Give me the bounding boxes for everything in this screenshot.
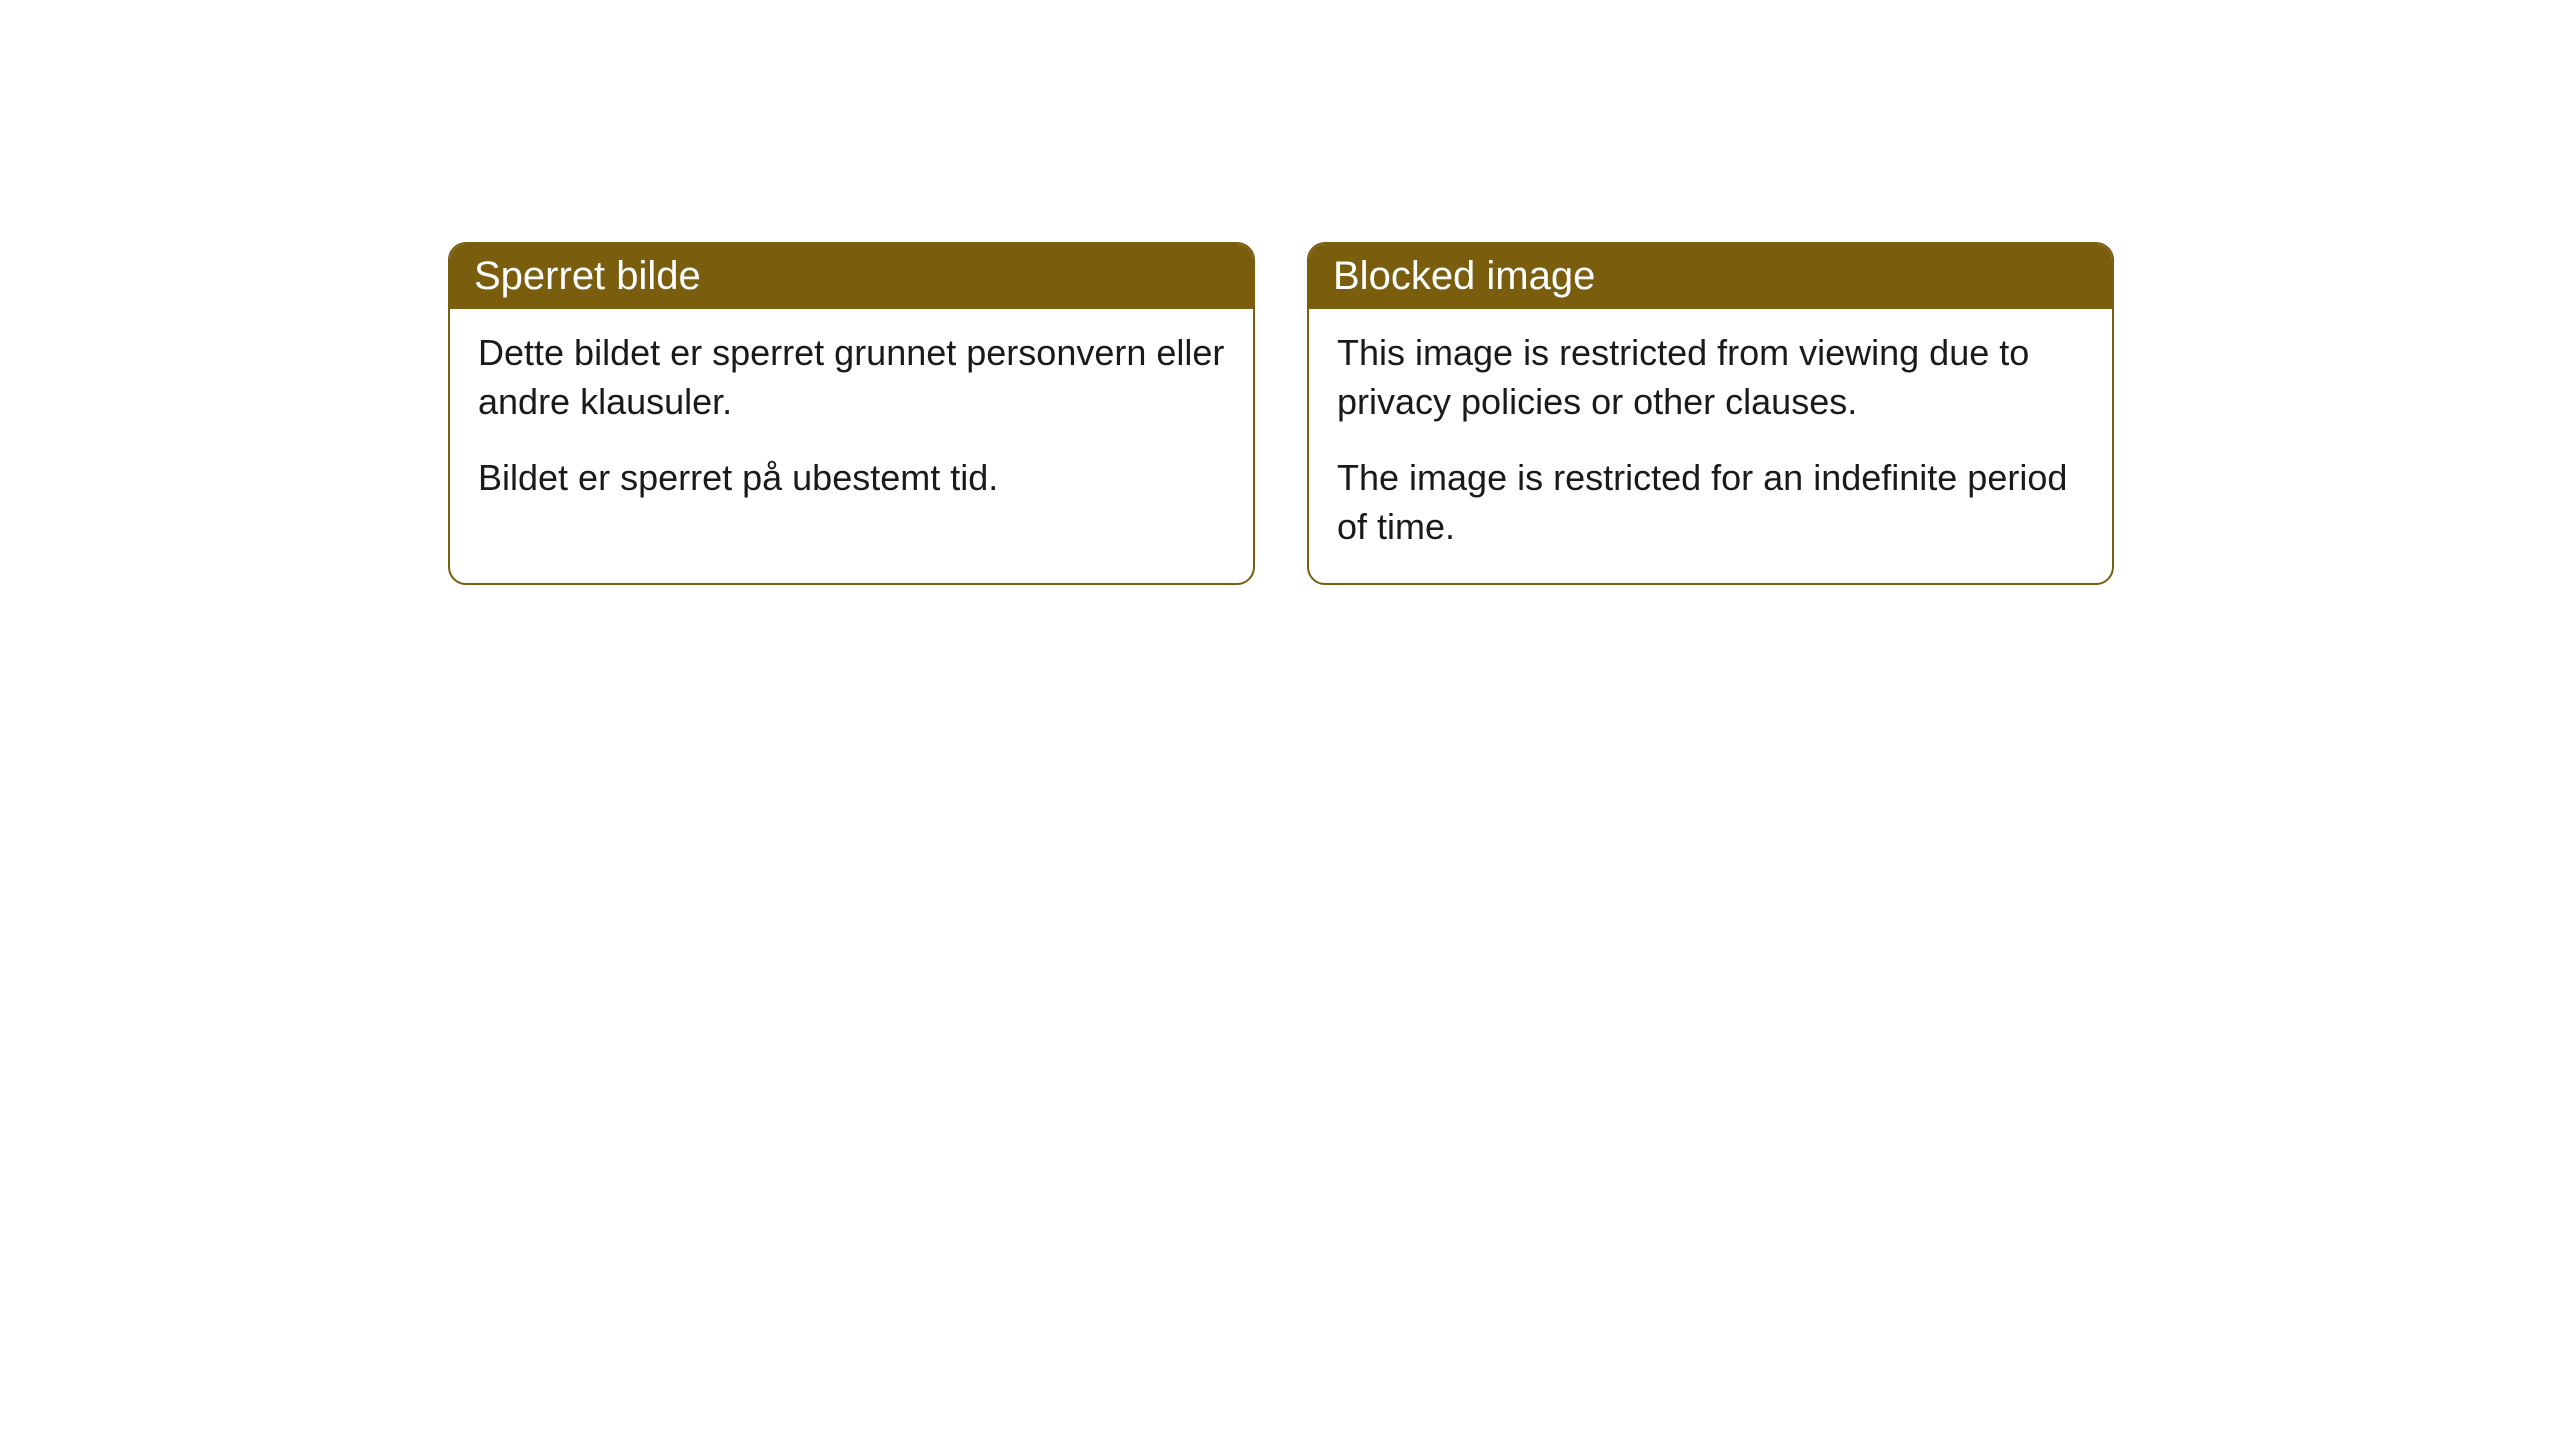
card-header-english: Blocked image xyxy=(1309,244,2112,309)
card-paragraph: The image is restricted for an indefinit… xyxy=(1337,454,2084,551)
card-paragraph: Dette bildet er sperret grunnet personve… xyxy=(478,329,1225,426)
card-paragraph: Bildet er sperret på ubestemt tid. xyxy=(478,454,1225,503)
card-english: Blocked image This image is restricted f… xyxy=(1307,242,2114,585)
card-paragraph: This image is restricted from viewing du… xyxy=(1337,329,2084,426)
card-body-english: This image is restricted from viewing du… xyxy=(1309,309,2112,583)
card-body-norwegian: Dette bildet er sperret grunnet personve… xyxy=(450,309,1253,535)
card-header-norwegian: Sperret bilde xyxy=(450,244,1253,309)
card-norwegian: Sperret bilde Dette bildet er sperret gr… xyxy=(448,242,1255,585)
cards-container: Sperret bilde Dette bildet er sperret gr… xyxy=(448,242,2114,585)
